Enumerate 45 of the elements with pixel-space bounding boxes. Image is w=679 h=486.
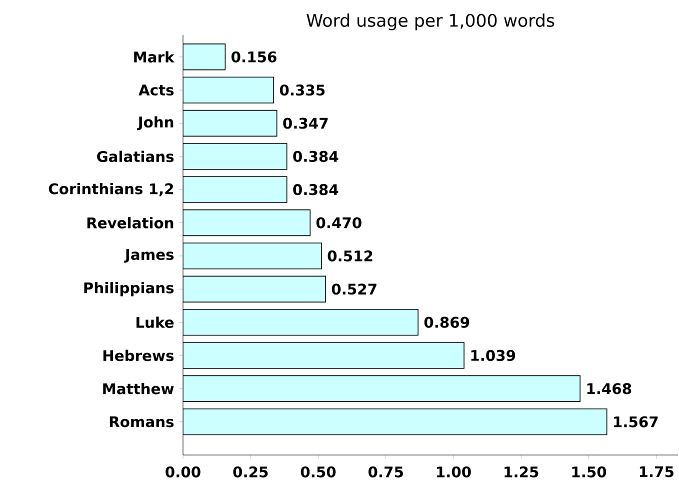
y-tick-label: Romans: [110, 416, 174, 428]
x-tick-label: 1.00: [437, 466, 471, 478]
y-tick-label: Hebrews: [103, 350, 174, 362]
chart-title: Word usage per 1,000 words: [306, 14, 554, 30]
bar: [183, 143, 288, 170]
y-tick-label: Philippians: [84, 282, 174, 296]
bar: [183, 44, 226, 70]
x-tick-label: 0.75: [368, 466, 403, 478]
y-tick-label: Matthew: [103, 382, 174, 394]
y-tick-label: Acts: [138, 84, 174, 96]
y-tick-label: Mark: [134, 51, 175, 63]
data-label: 0.156: [232, 51, 276, 62]
bar: [183, 276, 326, 302]
bar: [183, 242, 322, 270]
y-tick-label: Luke: [136, 316, 174, 328]
data-label: 0.384: [293, 150, 338, 162]
bar: [183, 209, 311, 236]
data-label: 0.335: [280, 84, 325, 96]
bar: [183, 76, 274, 104]
bar: [183, 342, 464, 369]
x-tick-label: 1.25: [504, 466, 538, 478]
y-tick-label: Galatians: [97, 150, 174, 162]
x-tick-label: 0.25: [233, 466, 268, 478]
x-tick-label: 0.50: [300, 466, 336, 478]
data-label: 0.869: [424, 316, 470, 328]
bar: [183, 375, 580, 402]
x-tick-label: 1.75: [640, 466, 674, 478]
data-label: 1.567: [614, 416, 658, 428]
bar: [183, 408, 608, 436]
bar: [183, 308, 418, 336]
data-label: 0.512: [328, 250, 372, 262]
data-label: 0.470: [316, 217, 362, 228]
data-label: 0.347: [283, 118, 328, 129]
bar: [183, 176, 288, 203]
y-tick-label: Revelation: [87, 217, 174, 228]
data-label: 1.039: [471, 350, 516, 362]
data-label: 0.527: [332, 284, 376, 295]
x-tick-label: 1.50: [572, 466, 606, 478]
x-tick-label: 0.00: [166, 466, 200, 478]
y-tick-label: James: [124, 249, 174, 263]
bar: [183, 110, 278, 137]
data-label: 1.468: [587, 383, 632, 394]
y-tick-label: John: [137, 116, 174, 130]
y-tick-label: Corinthians 1,2: [48, 182, 174, 196]
data-label: 0.384: [293, 184, 338, 196]
